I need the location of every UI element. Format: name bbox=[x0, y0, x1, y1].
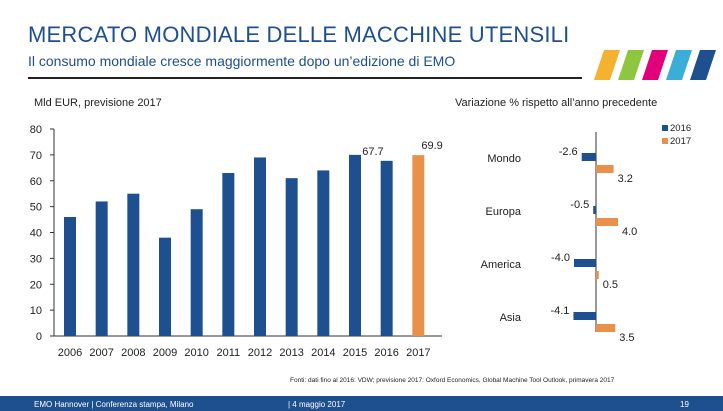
x-tick-label: 2011 bbox=[217, 347, 241, 359]
y-tick-label: 50 bbox=[30, 202, 42, 214]
x-tick-label: 2007 bbox=[89, 347, 113, 359]
page-title: MERCATO MONDIALE DELLE MACCHINE UTENSILI bbox=[28, 22, 570, 47]
category-label: America bbox=[481, 259, 522, 271]
y-tick-label: 30 bbox=[30, 253, 42, 265]
bar-america-2017 bbox=[596, 271, 599, 279]
legend-label-2017: 2017 bbox=[670, 136, 691, 147]
bar-mondo-2017 bbox=[596, 165, 614, 173]
source-note: Fonti: dati fino al 2016: VDW; prevision… bbox=[290, 377, 615, 384]
bar-america-2016 bbox=[574, 259, 596, 267]
y-tick-label: 0 bbox=[36, 331, 42, 343]
footer-bar bbox=[0, 396, 723, 411]
bar-2007 bbox=[95, 201, 108, 336]
bar-2016 bbox=[380, 160, 393, 336]
logo-stripe-1 bbox=[594, 50, 620, 80]
value-label: 0.5 bbox=[603, 279, 618, 291]
x-tick-label: 2012 bbox=[248, 347, 272, 359]
data-label-2017: 69.9 bbox=[421, 140, 442, 152]
x-tick-label: 2006 bbox=[58, 347, 82, 359]
value-label: -4.0 bbox=[551, 252, 570, 264]
y-tick-label: 80 bbox=[30, 124, 42, 136]
bar-2009 bbox=[159, 237, 171, 336]
bar-2015 bbox=[349, 154, 361, 336]
y-tick-label: 10 bbox=[30, 305, 42, 317]
legend-label-2016: 2016 bbox=[670, 123, 691, 134]
bar-2013 bbox=[285, 178, 298, 336]
bar-asia-2016 bbox=[573, 312, 596, 320]
legend-swatch-2016 bbox=[662, 125, 668, 131]
logo-stripe-4 bbox=[666, 50, 692, 80]
y-tick-label: 20 bbox=[30, 279, 42, 291]
y-tick-label: 70 bbox=[30, 150, 42, 162]
logo-stripe-3 bbox=[642, 50, 668, 80]
x-tick-label: 2013 bbox=[279, 347, 303, 359]
bar-2011 bbox=[222, 172, 235, 336]
page-number: 19 bbox=[680, 400, 689, 409]
value-label: -0.5 bbox=[570, 199, 589, 211]
emo-logo-icon bbox=[594, 50, 716, 80]
value-label: -2.6 bbox=[559, 146, 578, 158]
page-subtitle: Il consumo mondiale cresce maggiormente … bbox=[28, 53, 456, 69]
value-label: -4.1 bbox=[550, 305, 569, 317]
right-chart-title: Variazione % rispetto all’anno precedent… bbox=[455, 97, 658, 109]
bar-2014 bbox=[317, 170, 330, 336]
x-tick-label: 2016 bbox=[374, 347, 398, 359]
data-label-2016: 67.7 bbox=[362, 146, 383, 158]
bar-europa-2016 bbox=[593, 206, 596, 214]
category-label: Europa bbox=[486, 206, 522, 218]
x-tick-label: 2017 bbox=[406, 347, 430, 359]
bar-mondo-2016 bbox=[581, 153, 596, 161]
x-tick-label: 2015 bbox=[343, 347, 367, 359]
category-label: Mondo bbox=[487, 153, 521, 165]
bar-europa-2017 bbox=[596, 218, 618, 226]
x-tick-label: 2014 bbox=[311, 347, 335, 359]
left-chart-ylabel: Mld EUR, previsione 2017 bbox=[34, 97, 162, 109]
category-label: Asia bbox=[500, 312, 522, 324]
bar-2006 bbox=[64, 216, 76, 336]
bar-asia-2017 bbox=[596, 324, 616, 332]
footer-event: EMO Hannover | Conferenza stampa, Milano bbox=[34, 400, 194, 409]
y-tick-label: 60 bbox=[30, 176, 42, 188]
y-tick-label: 40 bbox=[30, 228, 42, 240]
bar-2010 bbox=[190, 209, 203, 336]
bar-2012 bbox=[254, 157, 266, 336]
logo-stripe-2 bbox=[618, 50, 644, 80]
value-label: 3.5 bbox=[619, 332, 634, 344]
bar-2008 bbox=[127, 193, 140, 336]
x-tick-label: 2010 bbox=[184, 347, 208, 359]
logo-stripe-5 bbox=[690, 50, 716, 80]
value-label: 3.2 bbox=[618, 173, 633, 185]
value-label: 4.0 bbox=[622, 226, 637, 238]
x-tick-label: 2008 bbox=[121, 347, 145, 359]
footer-date: | 4 maggio 2017 bbox=[288, 400, 346, 409]
legend-swatch-2017 bbox=[662, 138, 668, 144]
title-divider bbox=[28, 77, 582, 79]
bar-2017 bbox=[412, 155, 425, 336]
x-tick-label: 2009 bbox=[153, 347, 177, 359]
